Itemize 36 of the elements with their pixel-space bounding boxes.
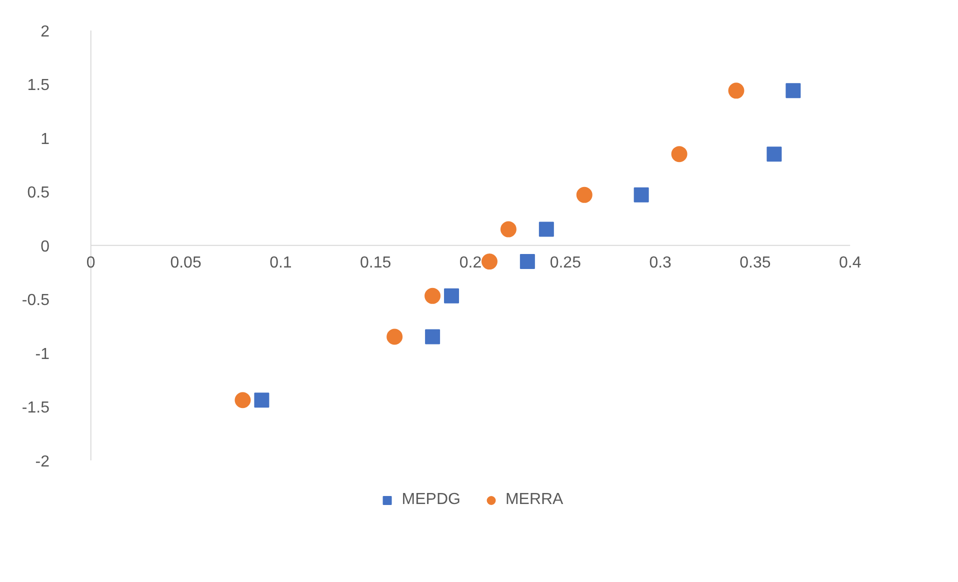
y-tick-label: 0 xyxy=(40,238,50,256)
legend-label: MERRA xyxy=(505,491,564,509)
point xyxy=(634,187,649,202)
point xyxy=(386,328,403,345)
y-tick-label: -0.5 xyxy=(22,292,50,310)
y-tick-label: 1 xyxy=(40,130,50,148)
legend-label: MEPDG xyxy=(402,491,460,509)
x-tick-label: 0.2 xyxy=(459,254,482,272)
y-tick-label: 0.5 xyxy=(27,184,50,202)
x-tick-label: 0.4 xyxy=(839,254,862,272)
x-tick-label: 0.05 xyxy=(170,254,202,272)
y-tick-label: -1.5 xyxy=(22,400,50,417)
x-tick-label: 0 xyxy=(86,254,96,272)
point xyxy=(500,221,516,238)
point xyxy=(234,392,251,408)
x-tick-label: 0.25 xyxy=(550,254,582,272)
y-tick-label: 1.5 xyxy=(27,77,50,94)
x-tick-label: 0.3 xyxy=(649,254,672,272)
point xyxy=(254,392,270,408)
point xyxy=(520,254,535,270)
x-tick-label: 0.35 xyxy=(740,254,771,272)
point xyxy=(444,288,460,304)
point xyxy=(728,82,744,99)
point xyxy=(425,329,440,344)
point xyxy=(481,254,498,270)
point xyxy=(766,146,782,162)
point xyxy=(576,186,592,203)
point xyxy=(424,288,441,304)
y-tick-label: 2 xyxy=(40,24,50,40)
point xyxy=(786,83,801,98)
y-tick-label: -1 xyxy=(35,346,50,363)
point xyxy=(538,222,554,237)
x-tick-label: 0.15 xyxy=(360,254,392,272)
point xyxy=(671,146,688,162)
x-tick-label: 0.1 xyxy=(270,254,292,272)
y-tick-label: -2 xyxy=(35,453,50,470)
